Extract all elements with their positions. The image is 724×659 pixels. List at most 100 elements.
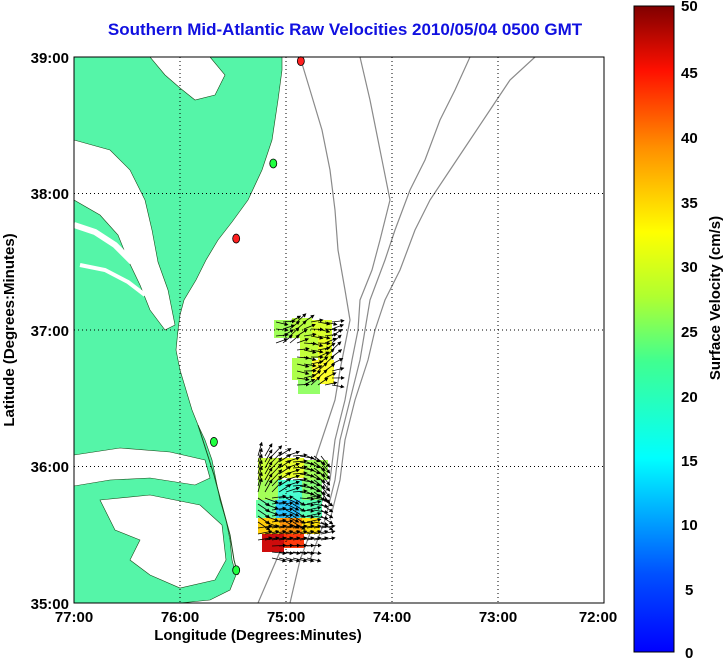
y-axis-label: Latitude (Degrees:Minutes) — [1, 233, 18, 426]
velocity-arrow — [324, 381, 338, 386]
velocity-arrow — [292, 489, 308, 494]
velocity-arrow — [331, 329, 343, 337]
velocity-arrow — [331, 358, 344, 365]
grid-lines — [74, 57, 604, 603]
velocity-arrow — [278, 524, 294, 529]
velocity-arrow — [285, 515, 300, 523]
velocity-arrow — [306, 517, 322, 523]
velocity-arrow — [324, 337, 337, 344]
velocity-arrow — [264, 467, 273, 481]
velocity-arrow — [310, 318, 324, 323]
colorbar-tick-label: 35 — [681, 195, 698, 212]
velocity-arrow — [324, 342, 336, 351]
velocity-arrow — [306, 524, 322, 529]
station-marker — [269, 158, 278, 169]
velocity-arrow — [313, 529, 329, 535]
velocity-arrow — [306, 473, 321, 481]
velocity-arrow — [278, 501, 294, 506]
velocity-arrow — [299, 502, 315, 507]
velocity-arrow — [324, 355, 335, 365]
velocity-arrow — [296, 329, 308, 337]
velocity-arrow — [310, 349, 324, 354]
velocity-arrow — [292, 536, 308, 541]
velocity-arrow — [331, 334, 342, 344]
velocity-arrow — [282, 329, 294, 337]
velocity-arrow — [299, 514, 315, 519]
velocity-arrow — [320, 515, 334, 525]
velocity-arrow — [285, 524, 301, 529]
velocity-arrow — [317, 341, 331, 346]
y-tick-label: 35:00 — [31, 596, 69, 613]
velocity-arrow — [271, 469, 283, 481]
velocity-arrow — [285, 456, 301, 463]
velocity-arrow — [285, 503, 300, 511]
velocity-arrow — [264, 473, 273, 487]
velocity-arrow — [296, 313, 307, 323]
velocity-arrow — [306, 536, 322, 541]
velocity-arrow — [264, 503, 279, 510]
velocity-arrow — [296, 370, 310, 376]
velocity-arrow — [264, 529, 280, 535]
velocity-arrow — [278, 484, 292, 493]
velocity-arrow — [275, 321, 289, 326]
velocity-arrow — [292, 471, 308, 476]
velocity-arrow — [320, 491, 331, 504]
river-rappahannock — [79, 263, 147, 297]
velocity-arrow — [289, 320, 300, 330]
x-tick-label: 74:00 — [373, 609, 411, 626]
velocity-arrow — [324, 372, 337, 379]
velocity-arrow — [271, 524, 287, 529]
velocity-arrow — [310, 365, 323, 372]
colorbar-tick-label: 20 — [681, 389, 698, 406]
river-potomac — [74, 222, 135, 265]
velocity-arrow — [313, 461, 326, 472]
colorbar-ticks: 50 45 40 35 30 25 20 15 10 5 0 — [681, 0, 698, 659]
velocity-arrow — [320, 473, 331, 486]
velocity-arrow — [271, 557, 287, 563]
colorbar-tick-label: 50 — [681, 0, 698, 15]
station-marker — [296, 56, 305, 66]
colorbar-tick-label: 5 — [685, 582, 693, 599]
y-tick-labels: 39:00 38:00 37:00 36:00 35:00 — [31, 50, 69, 613]
velocity-arrow — [317, 377, 329, 386]
velocity-arrow — [317, 356, 329, 365]
velocity-arrow — [271, 551, 287, 556]
velocity-arrow — [285, 497, 300, 505]
velocity-arrow — [282, 324, 296, 330]
velocity-arrow — [303, 332, 317, 337]
velocity-arrow — [320, 467, 331, 480]
velocity-arrow — [264, 497, 279, 504]
velocity-arrow — [285, 486, 301, 493]
velocity-arrow — [257, 515, 271, 525]
velocity-arrow — [275, 333, 289, 338]
velocity-arrow — [257, 503, 271, 513]
velocity-arrow — [278, 557, 294, 563]
velocity-arrow — [285, 509, 300, 517]
velocity-arrow — [278, 478, 292, 487]
outer-banks — [197, 424, 239, 576]
velocity-arrow — [299, 536, 315, 541]
velocity-arrow — [299, 529, 315, 535]
velocity-arrow — [296, 338, 310, 344]
velocity-arrow — [292, 557, 308, 563]
velocity-arrow — [271, 451, 283, 463]
velocity-arrow — [257, 497, 271, 507]
velocity-arrow — [278, 551, 294, 556]
velocity-arrow — [275, 327, 289, 332]
velocity-arrow — [271, 475, 283, 487]
colorbar — [633, 5, 675, 653]
colorbar-label: Surface Velocity (cm/s) — [707, 216, 724, 380]
velocity-arrow — [292, 524, 308, 529]
velocity-arrow — [285, 474, 301, 481]
x-tick-label: 76:00 — [161, 609, 199, 626]
x-tick-label: 72:00 — [579, 609, 617, 626]
velocity-arrow — [264, 509, 279, 516]
velocity-arrow — [296, 320, 307, 330]
velocity-arrow — [257, 509, 271, 519]
velocity-arrow — [313, 455, 326, 466]
velocity-arrow — [320, 503, 334, 513]
velocity-arrow — [271, 518, 287, 523]
station-markers — [210, 56, 305, 576]
y-tick-label: 36:00 — [31, 459, 69, 476]
velocity-arrow — [303, 356, 317, 362]
